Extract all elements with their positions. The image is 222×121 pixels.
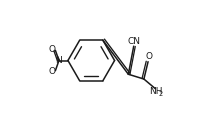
Text: 2: 2 [159,91,163,97]
Text: NH: NH [149,87,163,95]
Text: O: O [49,45,56,54]
Text: CN: CN [127,37,141,46]
Text: N: N [56,56,62,65]
Text: O: O [145,52,152,61]
Text: O: O [49,67,56,76]
